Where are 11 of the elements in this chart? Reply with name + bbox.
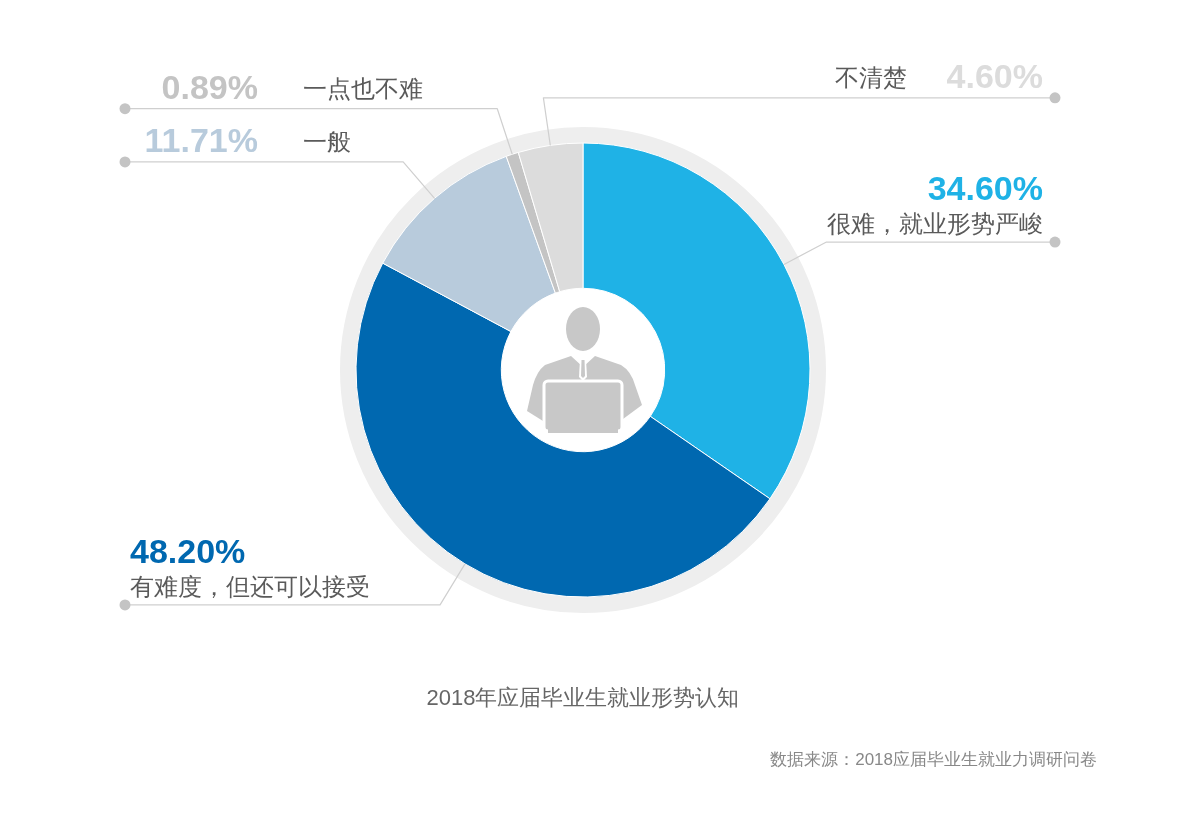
data-label: 11.71% (144, 120, 258, 159)
source-note: 数据来源：2018应届毕业生就业力调研问卷 (770, 750, 1097, 769)
slice-label: 一般 (303, 127, 351, 155)
data-label: 34.60% (927, 169, 1043, 208)
slice-label: 很难，就业形势严峻 (827, 210, 1043, 238)
data-label: 0.89% (161, 67, 258, 106)
text: 2018年应届毕业生就业形势认知 (426, 685, 740, 710)
slice-label: 不清楚 (834, 63, 907, 91)
slice-label: 有难度，但还可以接受 (130, 572, 370, 600)
data-label: 48.20% (130, 531, 246, 570)
slice-label: 一点也不难 (303, 74, 423, 102)
